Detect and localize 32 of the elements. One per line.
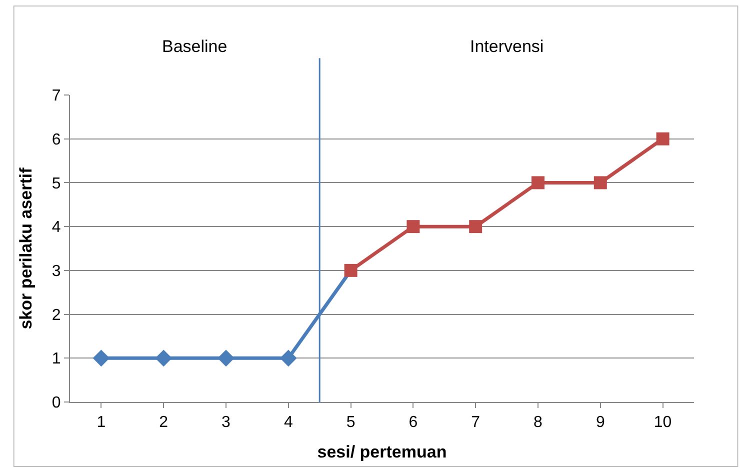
y-tick-label: 7 — [52, 88, 61, 105]
point — [594, 176, 607, 190]
y-tick-label: 4 — [52, 219, 61, 236]
x-tick-label: 4 — [284, 414, 293, 432]
x-tick-label: 7 — [471, 414, 480, 432]
point — [218, 350, 234, 367]
point — [344, 264, 358, 277]
point — [656, 132, 670, 146]
y-tick-label: 5 — [52, 175, 61, 192]
point — [280, 350, 297, 367]
y-tick-label: 0 — [52, 394, 61, 412]
point — [532, 176, 544, 190]
y-tick-label: 3 — [52, 263, 61, 280]
y-tick-label: 1 — [52, 350, 61, 368]
x-axis-title: sesi/ pertemuan — [317, 442, 447, 462]
x-tick-label: 9 — [596, 414, 605, 432]
text: Baseline — [162, 37, 228, 56]
x-tick-label: 2 — [159, 414, 168, 432]
point — [155, 350, 172, 367]
point — [92, 350, 110, 367]
y-tick-label: 6 — [52, 131, 61, 148]
x-tick-label: 6 — [408, 414, 418, 432]
point — [406, 220, 420, 234]
x-tick-label: 3 — [222, 414, 231, 432]
x-tick-label: 8 — [534, 414, 543, 432]
x-tick-label: 1 — [96, 414, 106, 432]
x-tick-label: 10 — [654, 414, 672, 432]
y-axis-title: skor perilaku asertif — [16, 167, 36, 330]
point — [469, 220, 482, 234]
x-tick-label: 5 — [346, 414, 356, 432]
text: Intervensi — [470, 37, 544, 56]
y-tick-label: 2 — [52, 306, 61, 324]
